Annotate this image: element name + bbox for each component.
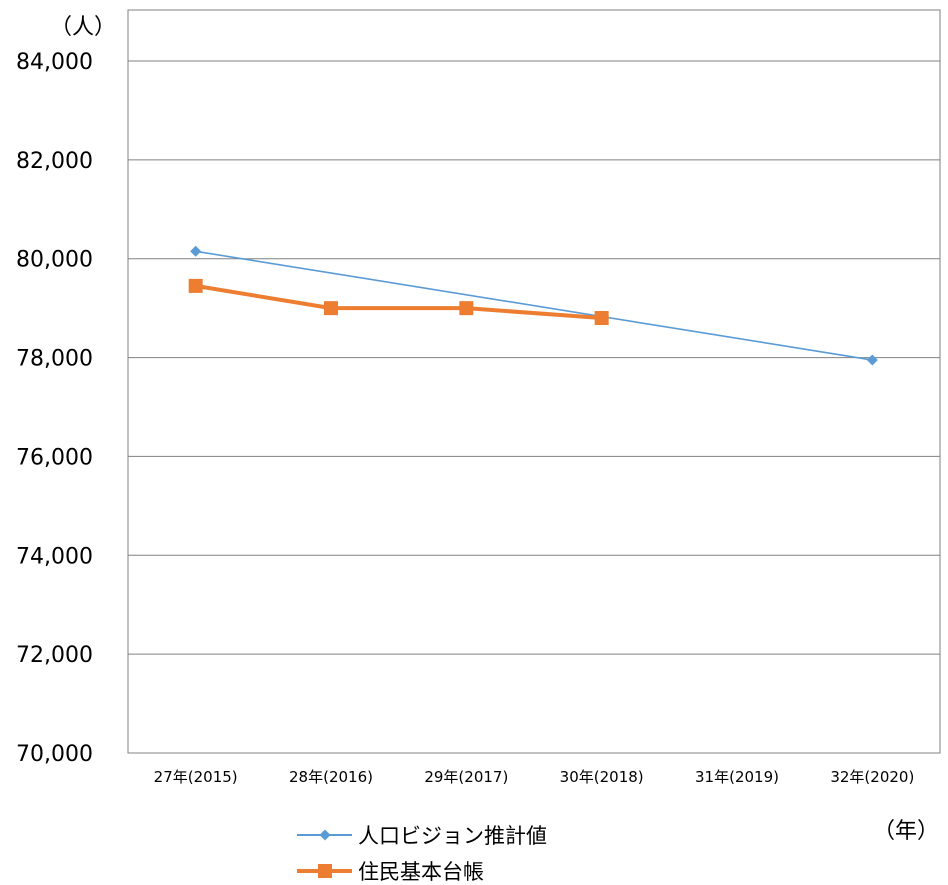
x-tick-label: 27年(2015) xyxy=(154,768,238,786)
y-axis-unit-label: （人） xyxy=(50,15,116,40)
legend-marker-diamond xyxy=(319,829,331,841)
y-tick-label: 78,000 xyxy=(16,347,93,372)
x-tick-label: 32年(2020) xyxy=(830,768,914,786)
legend-marker-square xyxy=(318,864,332,878)
data-point-square xyxy=(188,278,203,293)
y-axis-ticks: 70,000 72,000 74,000 76,000 78,000 80,000 82,0… xyxy=(16,50,93,767)
legend-item: 住民基本台帳 xyxy=(297,860,484,884)
series-2 xyxy=(188,278,609,326)
y-tick-label: 70,000 xyxy=(16,742,93,767)
x-axis-unit-label: （年） xyxy=(873,819,939,844)
series-1 xyxy=(190,245,878,366)
x-tick-label: 28年(2016) xyxy=(289,768,373,786)
legend-label: 人口ビジョン推計値 xyxy=(358,824,547,848)
y-tick-label: 84,000 xyxy=(16,50,93,75)
gridlines xyxy=(128,60,940,754)
data-point-diamond xyxy=(866,354,878,366)
x-axis-ticks: 27年(2015) 28年(2016) 29年(2017) 30年(2018) 31年(… xyxy=(154,768,915,786)
data-point-square xyxy=(324,301,338,316)
legend-label: 住民基本台帳 xyxy=(358,860,484,884)
y-tick-label: 80,000 xyxy=(16,248,93,273)
data-point-square xyxy=(459,301,474,316)
series-line xyxy=(195,250,873,361)
y-tick-label: 74,000 xyxy=(16,544,93,569)
legend-item: 人口ビジョン推計値 xyxy=(297,824,547,848)
data-point-square xyxy=(594,311,609,326)
data-point-diamond xyxy=(190,245,202,257)
x-tick-label: 31年(2019) xyxy=(695,768,779,786)
series-line xyxy=(195,283,602,321)
plot-area xyxy=(127,9,941,754)
y-tick-label: 76,000 xyxy=(16,445,93,470)
y-tick-label: 82,000 xyxy=(16,149,93,174)
x-tick-label: 30年(2018) xyxy=(560,768,644,786)
y-tick-label: 72,000 xyxy=(16,643,93,668)
x-tick-label: 29年(2017) xyxy=(424,768,508,786)
series-layer xyxy=(188,245,878,366)
